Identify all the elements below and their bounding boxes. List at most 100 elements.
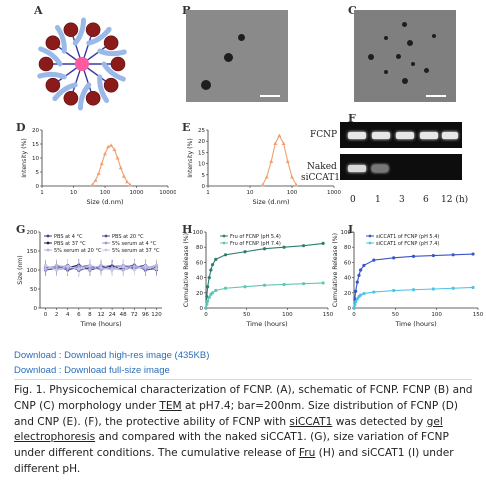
x-axis-label: Size (d.nm) [252, 198, 289, 206]
data-point [372, 290, 376, 294]
data-point [96, 171, 101, 175]
gel-time-0: 0 [350, 195, 356, 205]
data-point [392, 256, 396, 260]
data-point [431, 253, 435, 258]
y-tick-label: 100 [27, 268, 38, 274]
panel-label-a: A [34, 4, 43, 17]
panel-label-g: G [16, 223, 26, 236]
data-point [282, 245, 286, 249]
data-point [121, 174, 126, 178]
panel-label-d: D [16, 121, 26, 134]
data-point [132, 268, 136, 272]
schematic-particle [45, 35, 61, 51]
y-tick-label: 0 [34, 306, 38, 312]
y-tick-label: 20 [32, 128, 39, 134]
data-point [204, 306, 208, 310]
y-tick-label: 80 [196, 245, 203, 251]
data-point [99, 266, 103, 270]
x-tick-label: 10 [70, 190, 77, 196]
series-line [205, 242, 324, 309]
y-tick-label: 20 [198, 139, 205, 145]
legend-marker [104, 248, 108, 252]
download-high-res-link[interactable]: Download : Download high-res image (435K… [14, 350, 210, 361]
data-point [285, 159, 290, 163]
schematic-ligand [54, 24, 67, 54]
series-line [353, 253, 474, 309]
y-axis-label: Cumulative Release (%) [332, 233, 339, 307]
y-tick-label: 25 [198, 128, 205, 134]
data-point [355, 297, 359, 301]
x-tick-label: 1000 [130, 190, 144, 196]
y-axis-label: Intensity (%) [21, 138, 28, 178]
legend-label: Fru of FCNP (pH 5.4) [230, 234, 281, 240]
data-point [411, 254, 416, 258]
panel-label-h: H [182, 223, 193, 236]
y-tick-label: 80 [344, 245, 351, 251]
siccat1-link[interactable]: siCCAT1 [289, 415, 333, 428]
x-tick-label: 100 [282, 312, 293, 318]
y-tick-label: 40 [344, 276, 351, 282]
data-point [214, 257, 218, 261]
schematic-ligand [86, 26, 112, 46]
gel-row-label-sicca: siCCAT1 [301, 173, 341, 183]
x-tick-label: 24 [109, 312, 116, 318]
gel-band [348, 165, 366, 172]
y-tick-label: 50 [30, 287, 37, 293]
schematic-ligand [101, 61, 126, 82]
schematic-particle [85, 90, 101, 106]
x-tick-label: 120 [151, 312, 162, 318]
data-point [112, 147, 117, 152]
legend-marker [104, 234, 108, 238]
data-point [88, 263, 92, 268]
data-point [359, 268, 363, 272]
schematic-particle [103, 35, 119, 51]
schematic-particle [63, 22, 79, 38]
data-point [290, 175, 294, 179]
gel-time-6: 6 [423, 195, 429, 205]
data-point [321, 241, 325, 245]
y-tick-label: 200 [27, 230, 38, 236]
x-axis-label: Time (hours) [245, 320, 287, 328]
gel-electrophoresis-link[interactable]: gel electrophoresis [14, 415, 443, 444]
data-point [154, 267, 159, 271]
y-tick-label: 5 [202, 173, 206, 179]
x-tick-label: 6 [77, 312, 81, 318]
data-point [262, 247, 267, 251]
gel-row-label-naked: Naked [307, 162, 337, 172]
gel-image-fcnp [340, 122, 462, 148]
tem-link[interactable]: TEM [159, 399, 182, 412]
data-point [243, 250, 247, 254]
legend-label: PBS at 20 °C [112, 234, 144, 240]
x-tick-label: 8 [88, 312, 92, 318]
legend-marker [46, 234, 50, 238]
data-point [207, 276, 211, 280]
gel-band [348, 132, 366, 139]
x-tick-label: 50 [392, 312, 399, 318]
legend-marker [222, 241, 226, 245]
legend-label: PBS at 37 °C [54, 241, 86, 247]
data-point [99, 161, 104, 166]
download-full-size-link[interactable]: Download : Download full-size image [14, 365, 170, 376]
data-point [205, 295, 209, 299]
y-tick-label: 15 [198, 150, 205, 156]
data-point [352, 306, 356, 310]
y-tick-label: 15 [32, 142, 39, 148]
x-tick-label: 48 [120, 312, 127, 318]
data-point [302, 282, 306, 286]
y-tick-label: 40 [196, 276, 203, 282]
data-point [90, 182, 95, 187]
schematic-ligand [52, 82, 78, 102]
panel-label-f: F [348, 112, 356, 125]
x-tick-label: 1 [206, 190, 210, 196]
legend-marker [222, 234, 226, 238]
data-point [205, 302, 209, 306]
chart-d-size-distribution-fcnp: 0 5 10 15 20 1 10 100 1000 10000 Size (d.nm) Intens… [21, 128, 176, 206]
data-point [106, 144, 111, 149]
x-axis-label: Time (hours) [394, 320, 436, 328]
data-point [294, 182, 299, 187]
gel-band [372, 165, 388, 172]
data-point [115, 156, 120, 160]
fru-link[interactable]: Fru [298, 447, 316, 460]
scale-bar [260, 95, 280, 97]
